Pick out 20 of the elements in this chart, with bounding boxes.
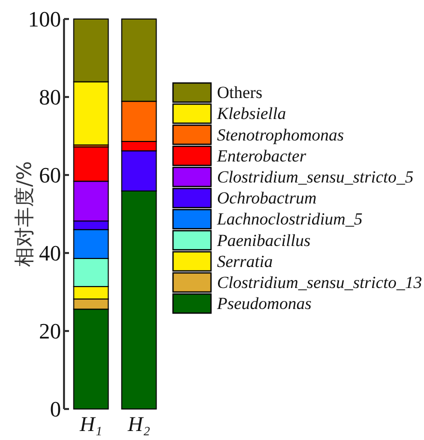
- legend-label: Klebsiella: [216, 104, 286, 124]
- y-tick-label: 60: [39, 162, 61, 188]
- y-tick-label: 20: [39, 318, 61, 344]
- legend-label: Clostridium_sensu_stricto_5: [217, 167, 414, 186]
- y-tick-label: 0: [50, 396, 61, 422]
- legend-label: Stenotrophomonas: [217, 125, 344, 144]
- legend-label: Ochrobactrum: [217, 188, 316, 208]
- y-tick-label: 80: [39, 84, 61, 110]
- legend-label: Lachnoclostridium_5: [216, 210, 362, 229]
- legend-label: Clostridium_sensu_stricto_13: [217, 272, 422, 292]
- x-tick-label: H₂: [126, 412, 150, 436]
- legend-label: Serratia: [217, 252, 273, 271]
- y-tick-label: 100: [28, 6, 61, 32]
- y-tick-label: 40: [39, 240, 61, 266]
- y-axis-title: 相对丰度/%: [12, 161, 36, 267]
- legend-label: Others: [217, 83, 262, 102]
- x-tick-label: H₁: [78, 412, 102, 436]
- legend-label: Paenibacillus: [216, 230, 311, 250]
- legend-label: Enterobacter: [216, 146, 306, 166]
- legend-label: Pseudomonas: [216, 294, 312, 314]
